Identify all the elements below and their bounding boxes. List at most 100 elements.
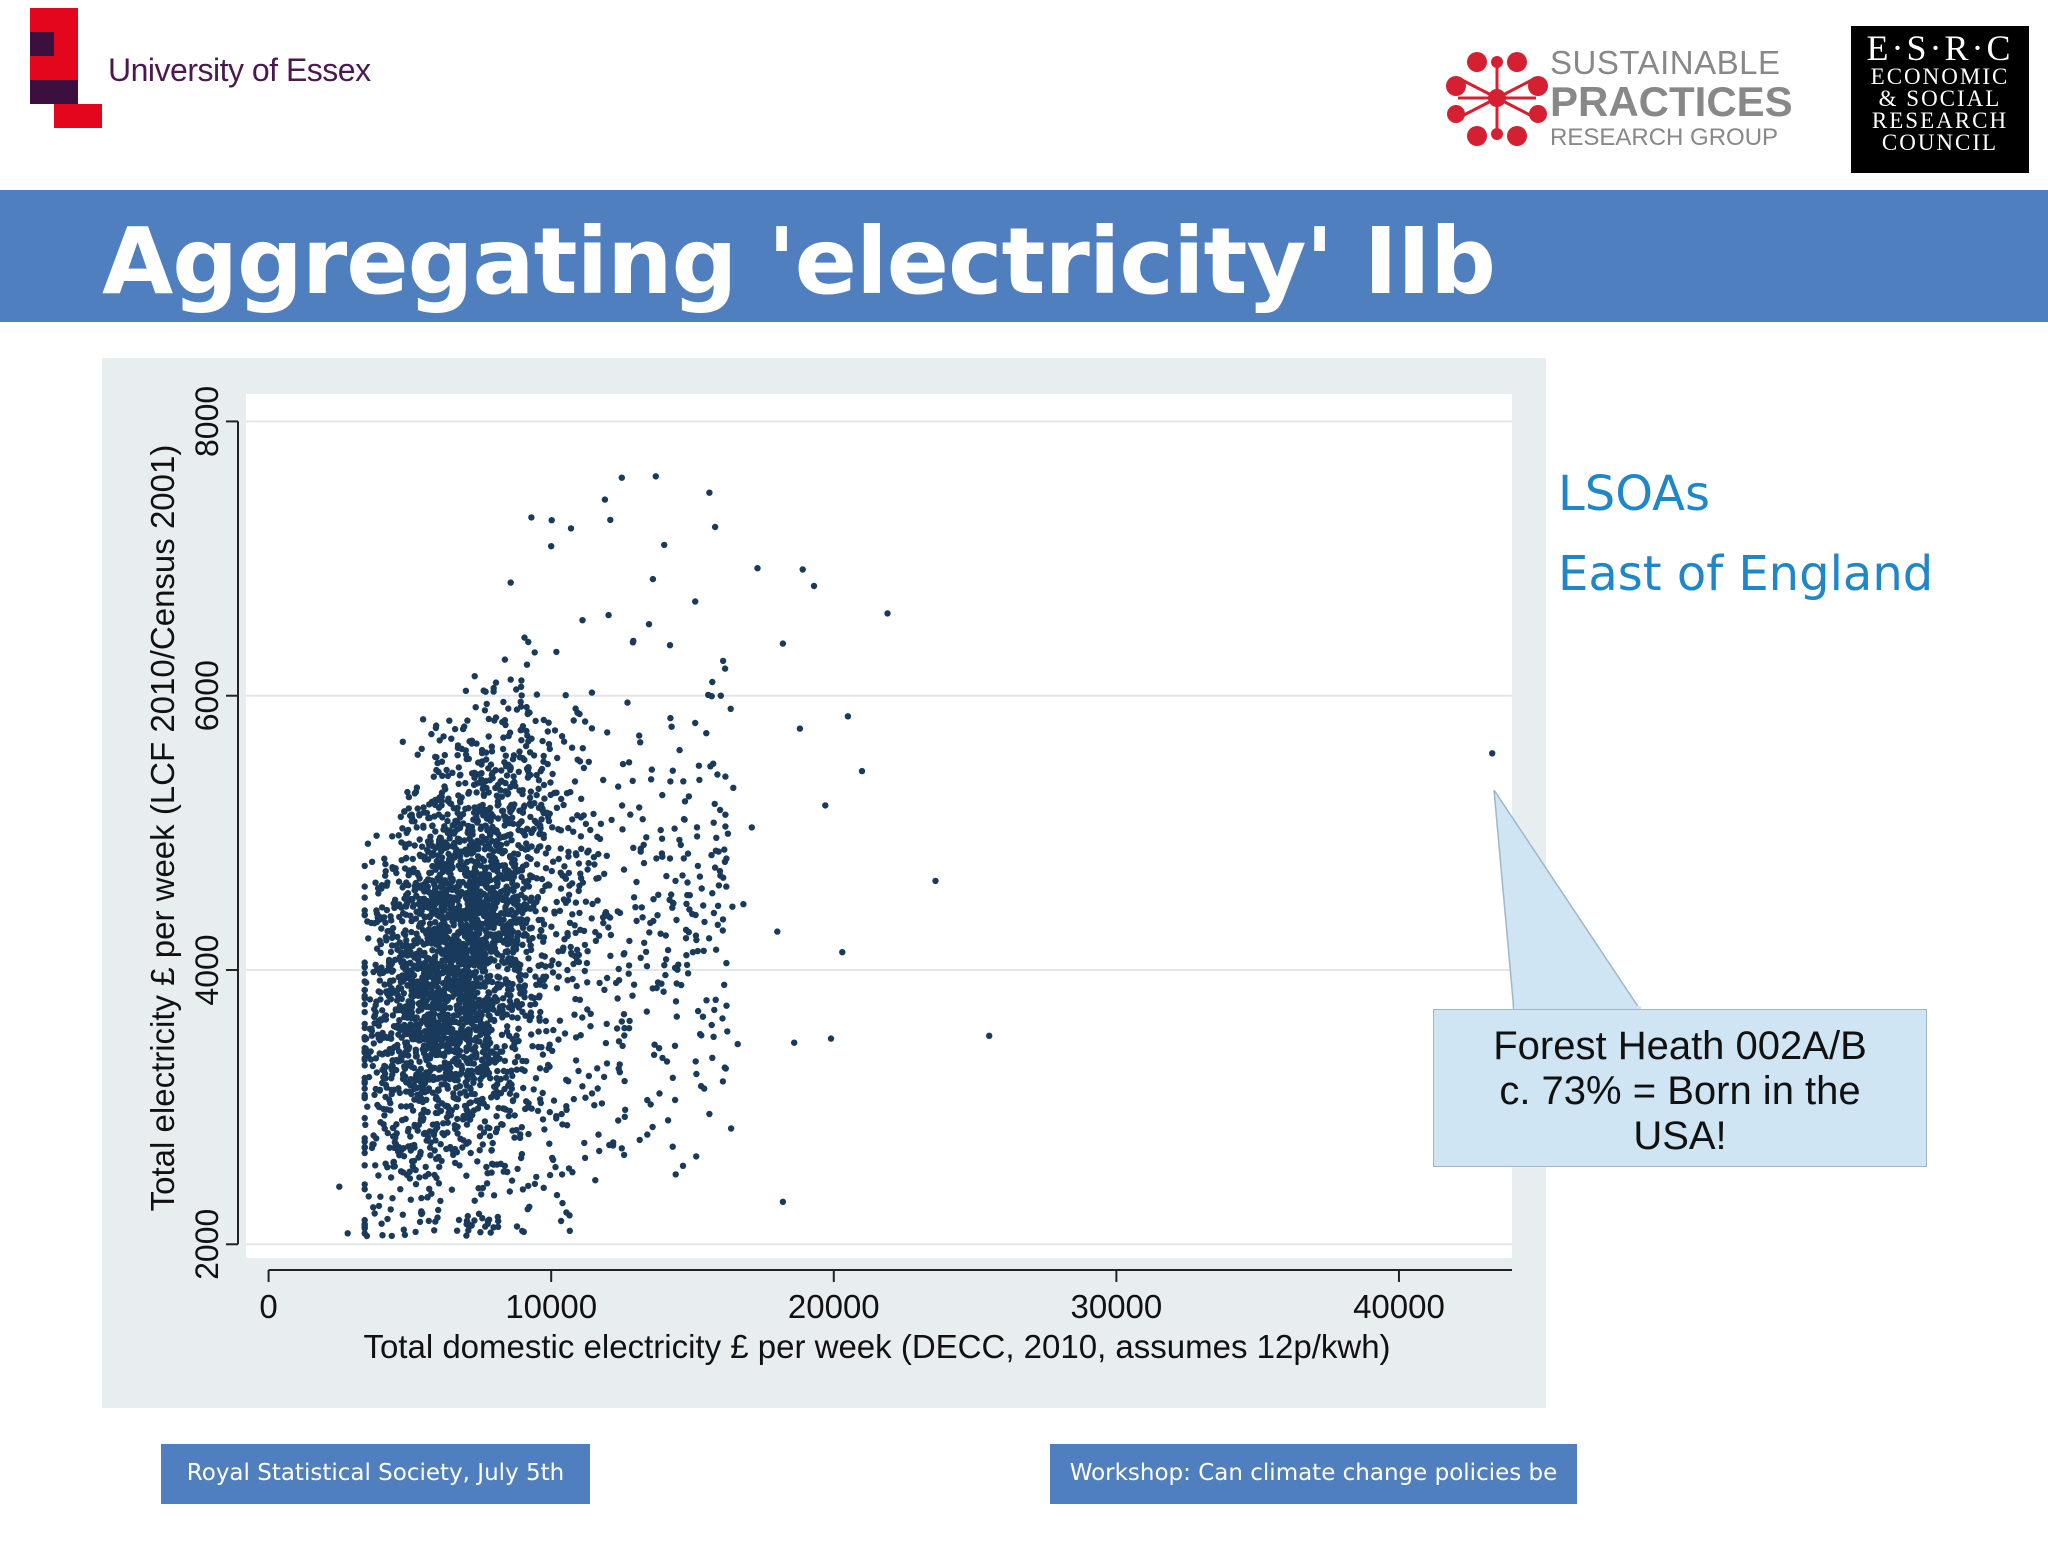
scatter-point	[494, 1067, 501, 1075]
scatter-point	[657, 930, 664, 937]
scatter-point	[421, 888, 428, 895]
scatter-point	[478, 749, 486, 757]
scatter-point	[533, 791, 540, 799]
scatter-point	[383, 1084, 390, 1091]
scatter-point	[370, 1040, 377, 1047]
scatter-point	[414, 805, 421, 812]
scatter-point	[534, 893, 542, 901]
scatter-point	[445, 1019, 452, 1026]
callout-line-3: USA!	[1633, 1114, 1727, 1158]
scatter-point	[539, 1116, 547, 1123]
scatter-point	[779, 640, 787, 647]
scatter-point	[613, 1025, 621, 1032]
scatter-point	[618, 1145, 625, 1152]
scatter-point	[389, 1012, 397, 1019]
scatter-point	[452, 1095, 460, 1102]
scatter-point	[522, 919, 530, 927]
title-bar: Aggregating 'electricity' IIb	[0, 190, 2048, 322]
scatter-point	[487, 972, 494, 980]
scatter-point	[698, 885, 705, 892]
scatter-point	[398, 1147, 405, 1154]
scatter-point	[514, 1014, 521, 1022]
scatter-point	[655, 891, 662, 898]
scatter-point	[499, 925, 507, 932]
scatter-point	[441, 823, 448, 830]
scatter-point	[567, 525, 575, 532]
scatter-point	[576, 996, 584, 1003]
scatter-point	[565, 1078, 572, 1085]
scatter-point	[498, 807, 506, 814]
scatter-point	[491, 940, 498, 947]
scatter-point	[511, 856, 518, 864]
scatter-point	[437, 835, 445, 843]
scatter-point	[336, 1183, 343, 1190]
scatter-point	[602, 1039, 610, 1047]
scatter-point	[440, 889, 447, 896]
scatter-point	[484, 1217, 492, 1225]
scatter-point	[496, 1008, 503, 1015]
scatter-point	[412, 1166, 419, 1174]
scatter-point	[551, 727, 559, 734]
scatter-point	[374, 1031, 382, 1038]
scatter-point	[403, 1060, 410, 1067]
scatter-point	[502, 721, 509, 729]
scatter-point	[395, 878, 403, 885]
scatter-point	[440, 1050, 448, 1058]
scatter-point	[486, 990, 493, 997]
scatter-point	[622, 1106, 629, 1113]
scatter-point	[472, 943, 480, 950]
scatter-point	[585, 847, 592, 854]
scatter-point	[463, 1001, 470, 1009]
scatter-point	[477, 974, 484, 981]
scatter-point	[663, 1058, 671, 1065]
scatter-point	[498, 793, 505, 800]
scatter-point	[453, 1227, 461, 1234]
scatter-point	[555, 1036, 562, 1043]
scatter-point	[581, 718, 589, 725]
scatter-point	[587, 1023, 594, 1030]
scatter-point	[509, 1072, 516, 1080]
network-dots-icon	[1446, 52, 1548, 146]
scatter-point	[466, 987, 473, 995]
scatter-point	[474, 1158, 481, 1165]
scatter-point	[695, 762, 703, 769]
scatter-point	[472, 1023, 479, 1031]
scatter-point	[464, 1009, 471, 1016]
scatter-point	[722, 773, 729, 780]
scatter-point	[426, 1144, 434, 1151]
scatter-point	[740, 901, 747, 908]
scatter-point	[378, 925, 385, 932]
scatter-point	[471, 858, 478, 866]
scatter-point	[417, 1003, 424, 1010]
scatter-point	[382, 1033, 389, 1040]
scatter-point	[483, 1006, 490, 1013]
scatter-point	[372, 1055, 380, 1062]
scatter-point	[443, 997, 450, 1005]
scatter-point	[516, 985, 523, 992]
scatter-point	[549, 858, 557, 865]
scatter-point	[508, 837, 515, 844]
scatter-point	[548, 543, 555, 550]
scatter-point	[540, 781, 548, 789]
scatter-point	[425, 1061, 433, 1069]
scatter-point	[435, 1180, 443, 1187]
scatter-point	[684, 891, 691, 899]
region-label: East of England	[1558, 546, 1934, 602]
scatter-point	[412, 986, 419, 994]
scatter-point	[476, 1022, 484, 1030]
scatter-point	[680, 778, 687, 785]
scatter-point	[502, 752, 509, 759]
scatter-point	[543, 1027, 550, 1035]
scatter-point	[435, 1026, 443, 1033]
scatter-point	[630, 637, 637, 645]
scatter-point	[694, 862, 702, 870]
scatter-point	[448, 735, 455, 742]
scatter-point	[378, 882, 386, 889]
scatter-point	[625, 962, 633, 969]
scatter-point	[365, 1193, 372, 1200]
scatter-point	[378, 904, 386, 911]
scatter-point	[456, 814, 464, 821]
scatter-point	[517, 990, 524, 997]
scatter-point	[555, 855, 562, 863]
scatter-point	[526, 1016, 533, 1024]
